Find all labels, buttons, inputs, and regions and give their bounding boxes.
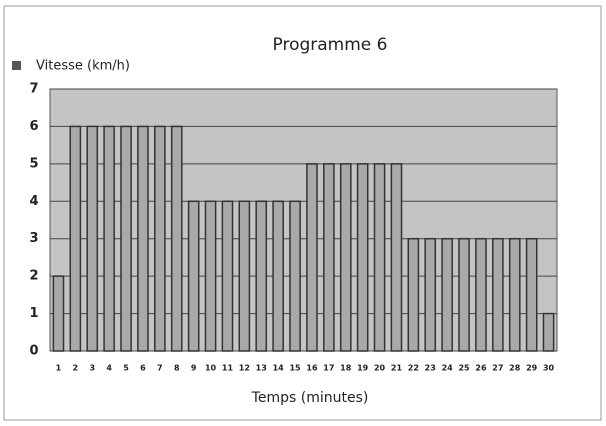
x-tick-label: 30 [543, 364, 555, 373]
x-tick-label: 3 [89, 364, 95, 373]
legend-label: Vitesse (km/h) [36, 59, 130, 74]
x-tick-label: 21 [391, 364, 403, 373]
y-tick-label: 4 [29, 194, 38, 209]
bar [356, 163, 369, 352]
plot-area [49, 88, 558, 352]
bar [52, 275, 65, 352]
x-tick-label: 7 [157, 364, 163, 373]
x-tick-label: 12 [239, 364, 250, 373]
bar [238, 200, 251, 352]
x-tick-label: 5 [123, 364, 129, 373]
bar [407, 237, 420, 352]
bar [373, 163, 386, 352]
x-tick-label: 28 [509, 364, 521, 373]
bar [154, 125, 166, 352]
bar [542, 312, 555, 352]
y-tick-label: 5 [29, 156, 38, 171]
bar [120, 125, 132, 352]
x-tick-label: 14 [273, 364, 285, 373]
bar [255, 200, 268, 352]
bar [272, 200, 284, 352]
bar [508, 237, 521, 352]
x-tick-label: 18 [340, 364, 352, 373]
x-tick-label: 11 [222, 364, 234, 373]
bar [204, 200, 217, 352]
bar [306, 163, 318, 352]
x-tick-label: 9 [191, 364, 197, 373]
x-tick-label: 15 [289, 364, 301, 373]
x-tick-label: 29 [526, 364, 538, 373]
bar [221, 200, 234, 352]
y-tick-label: 1 [29, 306, 38, 321]
bar [137, 125, 149, 352]
x-tick-label: 22 [408, 364, 419, 373]
x-tick-label: 25 [458, 364, 470, 373]
x-tick-label: 20 [374, 364, 386, 373]
y-tick-label: 2 [29, 269, 38, 284]
y-tick-label: 7 [29, 82, 38, 97]
legend-swatch [12, 61, 21, 70]
x-tick-label: 23 [425, 364, 436, 373]
bar [187, 200, 200, 352]
bar [69, 125, 82, 352]
bar [441, 237, 453, 352]
y-tick-label: 6 [29, 119, 38, 134]
bar [390, 163, 403, 352]
x-tick-label: 13 [256, 364, 267, 373]
x-tick-label: 26 [475, 364, 487, 373]
bar [289, 200, 301, 352]
y-tick-label: 3 [29, 231, 38, 246]
bar [339, 163, 352, 352]
bar [492, 237, 504, 352]
x-tick-label: 1 [56, 364, 62, 373]
x-tick-label: 10 [205, 364, 217, 373]
x-tick-label: 27 [492, 364, 503, 373]
bar [170, 125, 183, 352]
x-tick-label: 17 [323, 364, 334, 373]
x-axis-title: Temps (minutes) [251, 390, 369, 406]
bar [103, 125, 115, 352]
x-tick-label: 8 [174, 364, 180, 373]
bar [525, 237, 538, 352]
bar [475, 237, 487, 352]
chart-title: Programme 6 [273, 35, 388, 55]
x-tick-label: 19 [357, 364, 369, 373]
bar [458, 237, 470, 352]
x-tick-label: 2 [73, 364, 79, 373]
x-tick-label: 4 [106, 364, 112, 373]
bar [86, 125, 99, 352]
y-tick-label: 0 [29, 344, 38, 359]
x-tick-label: 16 [306, 364, 318, 373]
x-tick-label: 24 [442, 364, 454, 373]
bar [323, 163, 335, 352]
x-tick-label: 6 [140, 364, 146, 373]
bar [424, 237, 437, 352]
